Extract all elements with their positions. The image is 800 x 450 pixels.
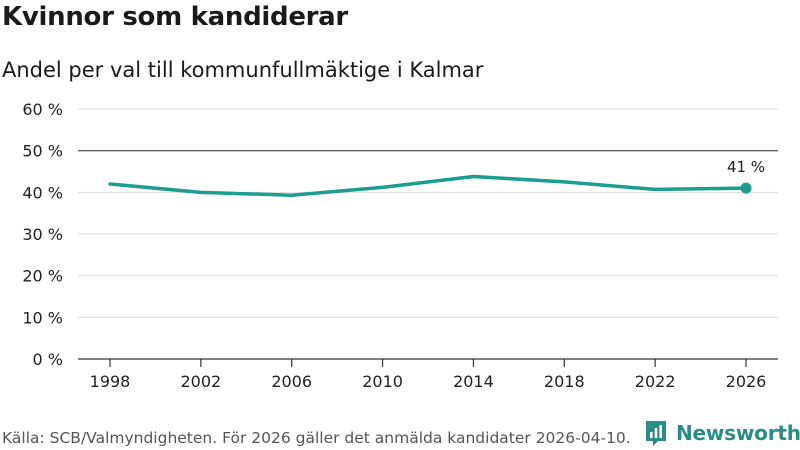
x-tick-label: 1998 xyxy=(90,372,131,391)
x-tick-label: 2002 xyxy=(180,372,221,391)
y-tick-label: 0 % xyxy=(33,350,63,369)
chart-title: Kvinnor som kandiderar xyxy=(2,2,348,32)
brand-logo[interactable]: Newsworthy xyxy=(644,419,800,447)
newsworthy-logo-icon xyxy=(646,421,666,446)
y-tick-label: 60 % xyxy=(22,100,63,119)
chart-subtitle: Andel per val till kommunfullmäktige i K… xyxy=(2,58,484,82)
x-tick-label: 2026 xyxy=(726,372,767,391)
data-labels: 41 % xyxy=(727,158,765,176)
x-tick-label: 2018 xyxy=(544,372,585,391)
series-layer xyxy=(108,174,752,197)
x-tick-label: 2010 xyxy=(362,372,403,391)
y-tick-label: 50 % xyxy=(22,142,63,161)
grid-lines xyxy=(78,108,778,360)
line-chart: 0 % 10 % 20 % 30 % 40 % 50 % 60 % 1998 2002 2006… xyxy=(22,100,778,391)
brand-name: Newsworthy xyxy=(676,421,800,445)
x-axis-ticks: 1998 2002 2006 2010 2014 2018 2022 2026 xyxy=(90,359,767,391)
last-data-point xyxy=(740,182,752,194)
series-line xyxy=(108,174,748,197)
y-tick-label: 30 % xyxy=(22,225,63,244)
last-value-label: 41 % xyxy=(727,158,765,176)
y-tick-label: 10 % xyxy=(22,308,63,327)
x-tick-label: 2006 xyxy=(271,372,312,391)
y-axis-ticks: 0 % 10 % 20 % 30 % 40 % 50 % 60 % xyxy=(22,100,63,369)
source-note: Källa: SCB/Valmyndigheten. För 2026 gäll… xyxy=(2,429,631,447)
x-tick-label: 2022 xyxy=(635,372,676,391)
x-tick-label: 2014 xyxy=(453,372,494,391)
y-tick-label: 40 % xyxy=(22,183,63,202)
y-tick-label: 20 % xyxy=(22,267,63,286)
